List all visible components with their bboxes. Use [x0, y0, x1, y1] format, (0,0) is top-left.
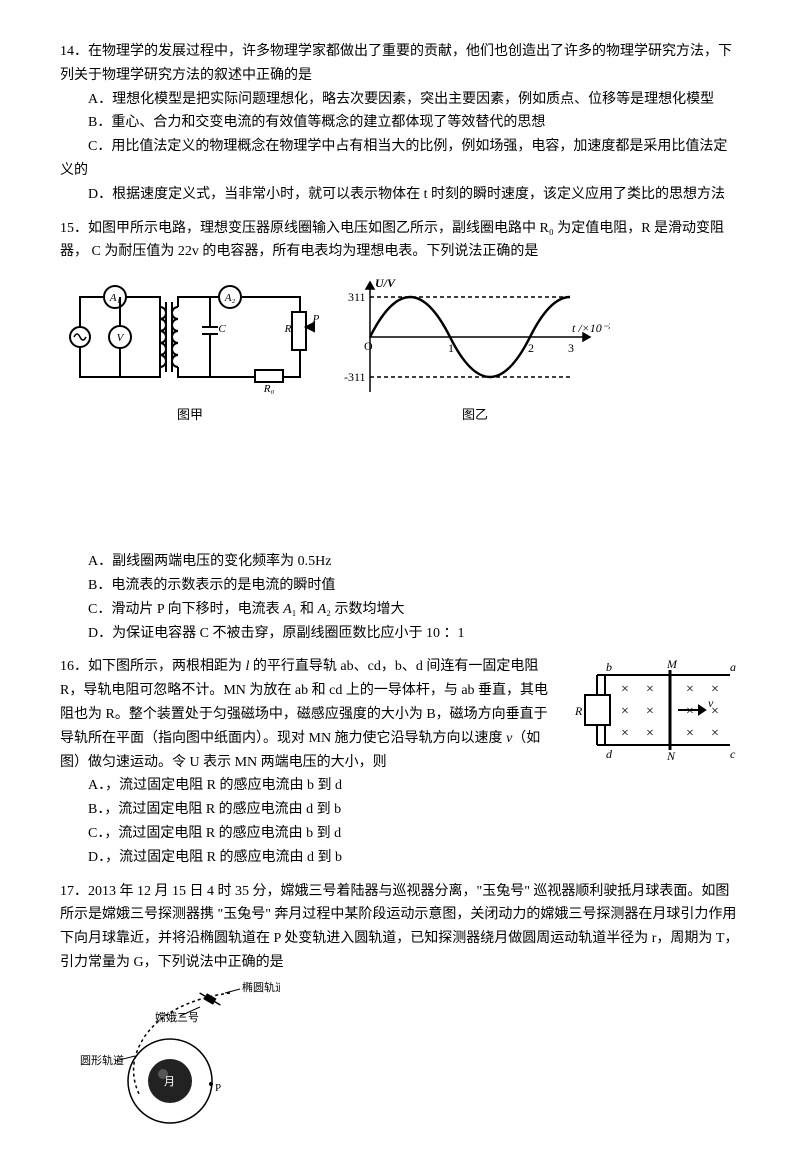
svg-text:C: C	[218, 323, 226, 335]
q14-opt-d: D．根据速度定义式，当非常小时，就可以表示物体在 t 时刻的瞬时速度，该定义应用…	[60, 183, 740, 207]
q15-stem: 15．如图甲所示电路，理想变压器原线圈输入电压如图乙所示，副线圈电路中 R₀ 为…	[60, 217, 740, 265]
q16-figure: ×××× ×××× ×××× R M N a b c d v	[570, 655, 740, 765]
q17-figure: 椭圆轨道 嫦娥三号 圆形轨道 月 P	[60, 981, 740, 1131]
svg-text:R: R	[574, 704, 583, 718]
q15-figures: A₁ A₂ V C R₀ P R 图甲	[60, 272, 740, 426]
question-14: 14．在物理学的发展过程中，许多物理学家都做出了重要的贡献，他们也创造出了许多的…	[60, 40, 740, 207]
svg-text:×: ×	[686, 726, 694, 741]
svg-text:A₂: A₂	[224, 292, 236, 304]
q15-opt-c: C．滑动片 P 向下移时，电流表 A₁ 和 A₂ 示数均增大	[88, 598, 740, 622]
svg-text:c: c	[730, 747, 736, 761]
svg-text:×: ×	[686, 682, 694, 697]
moon-orbit-icon: 椭圆轨道 嫦娥三号 圆形轨道 月 P	[60, 981, 280, 1131]
svg-text:P: P	[312, 313, 320, 325]
svg-text:311: 311	[348, 290, 366, 304]
question-17: 17．2013 年 12 月 15 日 4 时 35 分，嫦娥三号着陆器与巡视器…	[60, 880, 740, 1131]
svg-text:×: ×	[711, 726, 719, 741]
svg-text:a: a	[730, 660, 736, 674]
svg-text:-311: -311	[344, 370, 366, 384]
svg-text:A₁: A₁	[109, 292, 121, 304]
q14-opt-b: B．重心、合力和交变电流的有效值等概念的建立都体现了等效替代的思想	[60, 111, 740, 135]
q15-opt-b: B．电流表的示数表示的是电流的瞬时值	[88, 574, 740, 598]
svg-text:b: b	[606, 660, 612, 674]
svg-text:N: N	[666, 749, 676, 763]
q14-opt-c: C．用比值法定义的物理概念在物理学中占有相当大的比例，例如场强，电容，加速度都是…	[60, 135, 740, 183]
svg-text:×: ×	[686, 704, 694, 719]
q15-opt-d: D．为保证电容器 C 不被击穿，原副线圈匝数比应小于 10 ：1	[88, 622, 740, 646]
svg-text:U/V: U/V	[375, 276, 396, 290]
svg-text:M: M	[666, 657, 678, 671]
svg-text:3: 3	[568, 341, 574, 355]
svg-text:O: O	[364, 339, 373, 353]
q16-opt-a: A．，流过固定电阻 R 的感应电流由 b 到 d	[88, 774, 740, 798]
svg-text:R: R	[284, 323, 292, 335]
q15-fig-circuit: A₁ A₂ V C R₀ P R 图甲	[60, 272, 320, 426]
svg-text:圆形轨道: 圆形轨道	[80, 1053, 124, 1067]
transformer-circuit-icon: A₁ A₂ V C R₀ P R	[60, 272, 320, 402]
q16-options: A．，流过固定电阻 R 的感应电流由 b 到 d B．，流过固定电阻 R 的感应…	[88, 774, 740, 869]
rail-conductor-icon: ×××× ×××× ×××× R M N a b c d v	[570, 655, 740, 765]
q15-fig-sine: U/V 311 -311 O 1 2 3 t /×10⁻² 图乙	[340, 272, 610, 426]
svg-text:月: 月	[164, 1076, 175, 1088]
q17-stem: 17．2013 年 12 月 15 日 4 时 35 分，嫦娥三号着陆器与巡视器…	[60, 880, 740, 975]
svg-text:×: ×	[621, 726, 629, 741]
svg-text:d: d	[606, 747, 613, 761]
q14-opt-a: A．理想化模型是把实际问题理想化，略去次要因素，突出主要因素，例如质点、位移等是…	[60, 88, 740, 112]
svg-text:嫦娥三号: 嫦娥三号	[155, 1010, 199, 1024]
sine-wave-icon: U/V 311 -311 O 1 2 3 t /×10⁻²	[340, 272, 610, 402]
question-16: 16．如下图所示，两根相距为 l 的平行直导轨 ab、cd，b、d 间连有一固定…	[60, 655, 740, 869]
q15-opt-a: A．副线圈两端电压的变化频率为 0.5Hz	[88, 550, 740, 574]
q14-stem: 14．在物理学的发展过程中，许多物理学家都做出了重要的贡献，他们也创造出了许多的…	[60, 40, 740, 88]
q16-stem-1: 16．如下图所示，两根相距为	[60, 659, 246, 674]
svg-text:1: 1	[448, 341, 454, 355]
q15-caption-1: 图甲	[60, 404, 320, 426]
q16-opt-d: D．，流过固定电阻 R 的感应电流由 d 到 b	[88, 846, 740, 870]
svg-text:P: P	[215, 1082, 221, 1094]
svg-text:×: ×	[621, 682, 629, 697]
question-15: 15．如图甲所示电路，理想变压器原线圈输入电压如图乙所示，副线圈电路中 R₀ 为…	[60, 217, 740, 646]
q16-opt-b: B．，流过固定电阻 R 的感应电流由 d 到 b	[88, 798, 740, 822]
svg-text:椭圆轨道: 椭圆轨道	[242, 981, 280, 994]
q15-caption-2: 图乙	[340, 404, 610, 426]
svg-text:×: ×	[711, 682, 719, 697]
q15-options: A．副线圈两端电压的变化频率为 0.5Hz B．电流表的示数表示的是电流的瞬时值…	[88, 550, 740, 645]
svg-text:×: ×	[621, 704, 629, 719]
q16-opt-c: C．，流过固定电阻 R 的感应电流由 b 到 d	[88, 822, 740, 846]
svg-text:×: ×	[646, 704, 654, 719]
svg-text:R₀: R₀	[263, 383, 275, 395]
svg-text:×: ×	[646, 726, 654, 741]
svg-text:v: v	[708, 696, 714, 710]
svg-text:t /×10⁻²: t /×10⁻²	[572, 321, 610, 335]
svg-text:×: ×	[646, 682, 654, 697]
svg-text:2: 2	[528, 341, 534, 355]
